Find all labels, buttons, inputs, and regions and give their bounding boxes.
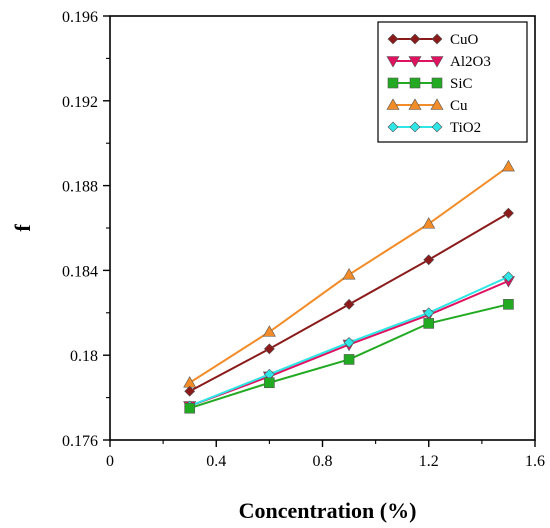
legend-marker — [409, 77, 421, 89]
legend-label: CuO — [450, 32, 479, 48]
data-point — [263, 343, 275, 355]
legend-item: SiC — [387, 76, 473, 92]
data-point — [343, 337, 355, 348]
legend-marker — [430, 56, 444, 68]
legend-item: TiO2 — [387, 120, 481, 136]
legend-marker — [386, 56, 400, 68]
series-cuo — [184, 207, 514, 397]
y-tick-label: 0.192 — [62, 94, 98, 111]
x-axis-title: Concentration (%) — [239, 498, 417, 523]
data-point — [184, 402, 195, 414]
data-point — [503, 271, 514, 283]
legend-marker — [387, 33, 399, 45]
legend-marker — [431, 33, 443, 45]
data-point — [342, 268, 356, 280]
data-point — [423, 254, 435, 266]
series-layer — [183, 159, 515, 414]
legend-item: Cu — [386, 98, 468, 114]
data-point — [503, 207, 514, 219]
data-point — [343, 298, 355, 310]
data-point — [501, 159, 515, 172]
y-tick-label: 0.176 — [62, 433, 98, 450]
data-point — [423, 318, 435, 329]
y-tick-label: 0.196 — [62, 9, 98, 26]
legend-marker — [387, 121, 399, 133]
legend-marker — [386, 98, 400, 110]
x-tick-label: 1.6 — [525, 453, 545, 470]
legend-marker — [408, 98, 422, 110]
legend-label: SiC — [450, 76, 473, 92]
x-tick-label: 1.2 — [419, 453, 439, 470]
data-point — [422, 217, 436, 229]
legend: CuO Al2O3 SiC Cu TiO2 — [377, 21, 528, 143]
legend-marker — [431, 121, 443, 133]
y-tick-label: 0.184 — [62, 263, 98, 280]
data-point — [343, 354, 355, 365]
legend-marker — [409, 33, 421, 45]
legend-marker — [431, 77, 443, 89]
legend-label: Cu — [450, 98, 468, 114]
legend-marker — [387, 77, 399, 89]
axes-layer: 0 0.4 0.8 1.2 1.6 0.176 0.18 0.184 0.188 0.192 0.1… — [62, 9, 545, 470]
data-point — [423, 307, 435, 319]
series-sic — [184, 299, 514, 414]
data-point — [262, 325, 276, 337]
legend-item: CuO — [387, 32, 479, 48]
series-tio2 — [184, 271, 514, 412]
data-point — [184, 385, 196, 397]
data-point — [183, 376, 197, 388]
legend-marker — [430, 98, 444, 110]
data-point — [503, 299, 514, 310]
legend-marker — [408, 56, 422, 68]
y-axis-title: f — [10, 224, 35, 232]
legend-label: TiO2 — [450, 120, 481, 136]
legend-marker — [409, 121, 421, 133]
x-tick-label: 0.4 — [206, 453, 226, 470]
legend-label: Al2O3 — [450, 54, 491, 70]
x-tick-label: 0 — [106, 453, 114, 470]
data-point — [264, 377, 275, 389]
y-tick-label: 0.188 — [62, 179, 98, 196]
x-tick-label: 0.8 — [313, 453, 333, 470]
series-cu — [183, 159, 515, 388]
legend-item: Al2O3 — [386, 54, 491, 70]
y-tick-label: 0.18 — [70, 348, 98, 365]
